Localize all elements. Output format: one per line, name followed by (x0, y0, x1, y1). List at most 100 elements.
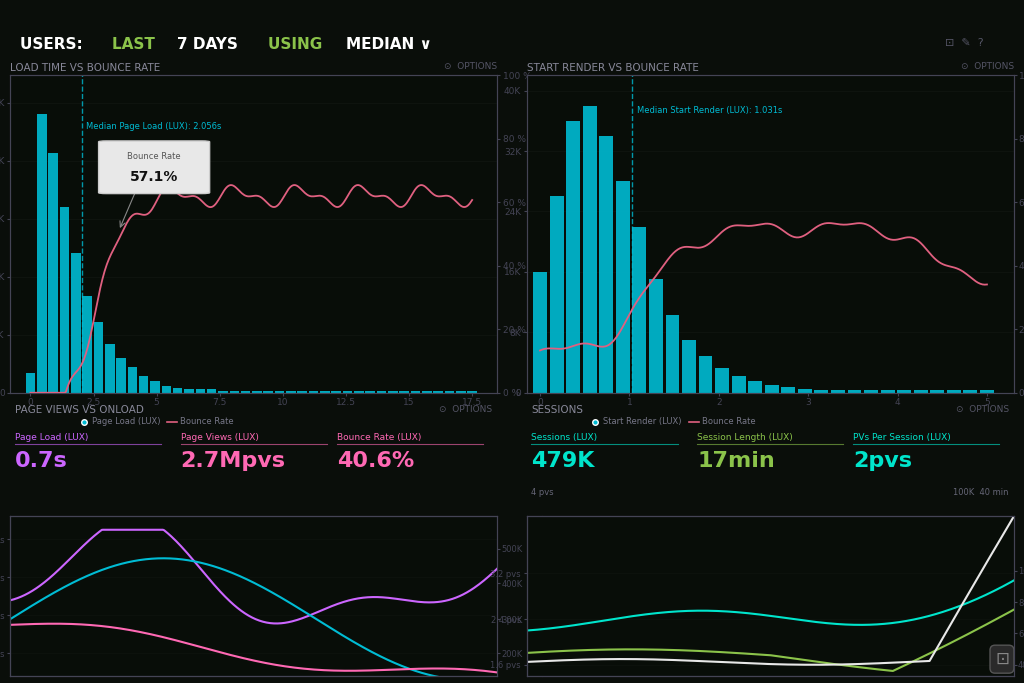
Text: Median Start Render (LUX): 1.031s: Median Start Render (LUX): 1.031s (637, 106, 782, 115)
Bar (682, 339, 696, 393)
Text: 100K  40 min: 100K 40 min (953, 488, 1009, 497)
Bar (550, 196, 563, 393)
Bar (93, 322, 103, 393)
Bar (139, 376, 148, 393)
Text: ⊙  OPTIONS: ⊙ OPTIONS (955, 406, 1009, 415)
Bar (798, 389, 812, 393)
Bar (964, 391, 977, 393)
Bar (698, 357, 713, 393)
Bar (615, 181, 630, 393)
Bar (848, 391, 861, 393)
Text: 7 DAYS: 7 DAYS (177, 38, 243, 53)
Bar (286, 391, 296, 393)
Text: Bounce Rate (LUX): Bounce Rate (LUX) (337, 433, 421, 442)
Text: Session Length (LUX): Session Length (LUX) (697, 433, 793, 442)
Text: START RENDER VS BOUNCE RATE: START RENDER VS BOUNCE RATE (526, 64, 698, 73)
Text: ⊡: ⊡ (995, 650, 1009, 668)
Text: Median Page Load (LUX): 2.056s: Median Page Load (LUX): 2.056s (86, 122, 221, 131)
Bar (931, 391, 944, 393)
Text: PAGE VIEWS VS ONLOAD: PAGE VIEWS VS ONLOAD (15, 406, 144, 415)
Bar (583, 106, 597, 393)
Bar (332, 391, 341, 393)
Text: ⊙  OPTIONS: ⊙ OPTIONS (439, 406, 493, 415)
Bar (980, 391, 994, 393)
Text: 4 pvs: 4 pvs (531, 488, 554, 497)
Text: Page Views (LUX): Page Views (LUX) (181, 433, 259, 442)
Bar (399, 391, 409, 393)
Bar (309, 391, 318, 393)
Bar (456, 391, 466, 393)
Text: ⊡  ✎  ?: ⊡ ✎ ? (945, 38, 984, 48)
Text: 2pvs: 2pvs (853, 451, 912, 471)
Bar (207, 389, 216, 393)
Text: 479K: 479K (531, 451, 595, 471)
Bar (633, 227, 646, 393)
Text: ⊙  OPTIONS: ⊙ OPTIONS (444, 61, 498, 71)
Bar (151, 380, 160, 393)
Bar (252, 391, 262, 393)
Bar (749, 381, 762, 393)
Bar (534, 272, 547, 393)
Bar (26, 374, 35, 393)
Text: USERS:: USERS: (20, 38, 88, 53)
Bar (881, 391, 895, 393)
Text: MEDIAN ∨: MEDIAN ∨ (346, 38, 432, 53)
Bar (173, 388, 182, 393)
Bar (241, 391, 251, 393)
Bar (947, 391, 961, 393)
Bar (599, 136, 613, 393)
Text: Bounce Rate: Bounce Rate (127, 152, 181, 161)
Bar (913, 391, 928, 393)
Bar (71, 253, 81, 393)
Bar (649, 279, 663, 393)
Text: 57.1%: 57.1% (130, 171, 178, 184)
Bar (59, 207, 70, 393)
Bar (765, 385, 778, 393)
Bar (732, 376, 745, 393)
Text: ⊙  OPTIONS: ⊙ OPTIONS (961, 61, 1014, 71)
Bar (343, 391, 352, 393)
Bar (218, 391, 227, 393)
Bar (666, 315, 679, 393)
Bar (104, 344, 115, 393)
Text: 2.7Mpvs: 2.7Mpvs (181, 451, 286, 471)
Bar (715, 368, 729, 393)
Text: PVs Per Session (LUX): PVs Per Session (LUX) (853, 433, 950, 442)
Text: USING: USING (268, 38, 328, 53)
Text: 40.6%: 40.6% (337, 451, 414, 471)
Bar (781, 387, 796, 393)
Bar (566, 121, 580, 393)
Bar (196, 389, 205, 393)
Bar (263, 391, 273, 393)
Text: Page Load (LUX): Page Load (LUX) (15, 433, 88, 442)
Bar (82, 296, 92, 393)
Bar (162, 386, 171, 393)
Text: Sessions (LUX): Sessions (LUX) (531, 433, 598, 442)
Legend: Page Load (LUX), Bounce Rate: Page Load (LUX), Bounce Rate (76, 414, 238, 430)
Bar (37, 114, 46, 393)
Text: LOAD TIME VS BOUNCE RATE: LOAD TIME VS BOUNCE RATE (10, 64, 161, 73)
Bar (229, 391, 239, 393)
Bar (366, 391, 375, 393)
Bar (321, 391, 330, 393)
Bar (48, 153, 58, 393)
Text: LAST: LAST (112, 38, 160, 53)
Bar (411, 391, 420, 393)
Bar (467, 391, 477, 393)
Bar (831, 391, 845, 393)
Bar (897, 391, 911, 393)
Legend: Start Render (LUX), Bounce Rate: Start Render (LUX), Bounce Rate (587, 414, 759, 430)
Bar (117, 357, 126, 393)
Bar (184, 389, 194, 393)
Bar (274, 391, 285, 393)
Bar (354, 391, 364, 393)
Bar (864, 391, 878, 393)
FancyBboxPatch shape (98, 141, 210, 193)
Bar (444, 391, 455, 393)
Text: SESSIONS: SESSIONS (531, 406, 584, 415)
Bar (377, 391, 386, 393)
Bar (388, 391, 397, 393)
Text: 17min: 17min (697, 451, 775, 471)
Bar (128, 367, 137, 393)
Bar (814, 390, 828, 393)
